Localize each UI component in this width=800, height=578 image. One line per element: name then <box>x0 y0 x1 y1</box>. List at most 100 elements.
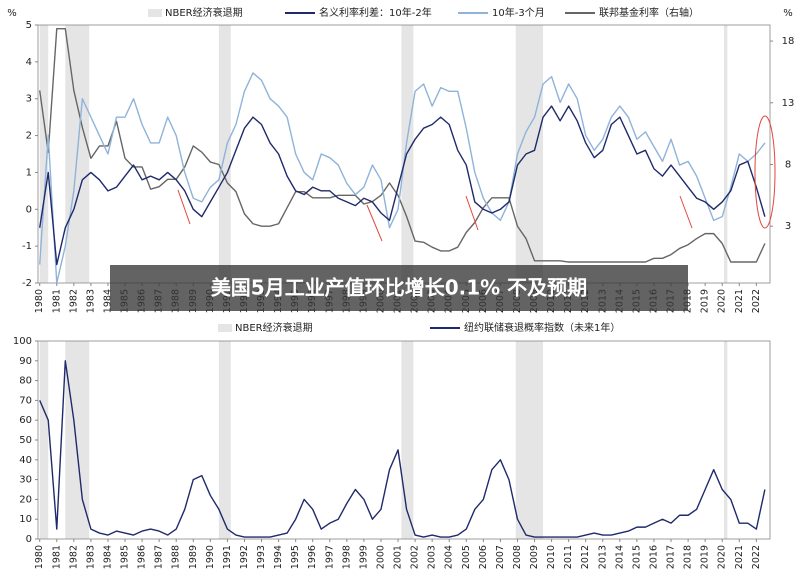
x-tick-label: 2019 <box>700 289 711 313</box>
x-tick-label: 1981 <box>51 289 62 313</box>
x-tick-label: 1995 <box>290 545 301 569</box>
x-tick-label: 1983 <box>85 289 96 313</box>
arrow <box>177 189 191 225</box>
x-tick-label: 1980 <box>34 289 45 313</box>
legend-label: 10年-3个月 <box>492 6 545 19</box>
x-tick-label: 1987 <box>154 545 165 569</box>
x-tick-label: 1994 <box>273 545 284 569</box>
x-tick-label: 2014 <box>614 545 625 569</box>
x-tick-label: 1991 <box>222 545 233 569</box>
x-tick-label: 1982 <box>68 289 79 313</box>
series-line <box>39 360 766 538</box>
y-tick-label: 50 <box>19 435 32 446</box>
x-tick-label: 1981 <box>51 545 62 569</box>
x-tick-label: 2008 <box>512 545 523 569</box>
x-tick-label: 2017 <box>666 545 677 569</box>
series-line <box>39 105 766 266</box>
x-tick-label: 1982 <box>68 545 79 569</box>
y-tick-label: 4 <box>26 57 32 68</box>
x-tick-label: 2013 <box>597 545 608 569</box>
y2-tick-label: 8 <box>785 159 791 170</box>
x-tick-label: 1984 <box>102 289 113 313</box>
arrow <box>465 195 479 231</box>
x-tick-label: 2007 <box>495 545 506 569</box>
x-tick-label: 2022 <box>751 289 762 313</box>
y-tick-label: -2 <box>22 278 32 289</box>
x-tick-label: 2022 <box>751 545 762 569</box>
recession-band <box>218 341 231 539</box>
y-tick-label: 2 <box>26 131 32 142</box>
series-group <box>39 360 766 538</box>
x-tick-label: 1989 <box>188 545 199 569</box>
y-tick-label: 0 <box>26 534 32 545</box>
x-tick-label: 2015 <box>631 545 642 569</box>
x-tick-label: 2004 <box>444 545 455 569</box>
y-tick-label: 10 <box>19 514 32 525</box>
x-tick-label: 2021 <box>734 289 745 313</box>
x-tick-label: 1980 <box>34 545 45 569</box>
y-tick-label: 20 <box>19 494 32 505</box>
recession-band <box>723 341 728 539</box>
headline-banner <box>110 265 688 311</box>
highlight-ellipse <box>754 115 776 229</box>
chart: 0 10 20 30 40 50 60 70 80 90 100 1980 1981 1982 1983 19… <box>13 321 771 569</box>
x-tick-label: 1996 <box>307 545 318 569</box>
y-tick-label: 40 <box>19 455 32 466</box>
legend-swatch <box>148 9 162 17</box>
recession-band <box>401 25 414 283</box>
headline: 美国5月工业产值环比增长0.1% 不及预期 <box>211 276 587 300</box>
y-tick-label: 30 <box>19 475 32 486</box>
x-tick-label: 1992 <box>239 545 250 569</box>
recession-band <box>39 25 49 283</box>
y-tick-label: 90 <box>19 356 32 367</box>
series-line <box>39 72 766 283</box>
x-tick-label: 2009 <box>529 545 540 569</box>
x-tick-label: 1998 <box>341 545 352 569</box>
y-tick-label: 100 <box>13 336 32 347</box>
legend: NBER经济衰退期 名义利率利差：10年-2年 10年-3个月 联邦基金利率（右轴） <box>148 6 699 19</box>
arrow <box>679 195 693 229</box>
x-tick-label: 2021 <box>734 545 745 569</box>
y-tick-label: 80 <box>19 376 32 387</box>
legend-swatch <box>218 324 232 332</box>
x-tick-label: 1986 <box>137 545 148 569</box>
x-tick-label: 2006 <box>478 545 489 569</box>
x-tick-label: 1999 <box>358 545 369 569</box>
x-tick-label: 2016 <box>648 545 659 569</box>
legend-label: 联邦基金利率（右轴） <box>599 6 699 19</box>
x-tick-label: 2010 <box>546 545 557 569</box>
y-tick-label: 3 <box>26 94 32 105</box>
recession-band <box>401 341 414 539</box>
x-tick-label: 2018 <box>683 289 694 313</box>
legend-label: NBER经济衰退期 <box>165 6 243 19</box>
x-tick-label: 1988 <box>171 545 182 569</box>
x-tick-label: 2012 <box>580 545 591 569</box>
legend: NBER经济衰退期 纽约联储衰退概率指数（未来1年） <box>218 321 620 334</box>
x-tick-label: 2003 <box>427 545 438 569</box>
legend-label: 纽约联储衰退概率指数（未来1年） <box>464 321 620 334</box>
x-tick-label: 2018 <box>683 545 694 569</box>
x-tick-label: 1985 <box>120 545 131 569</box>
x-tick-label: 2011 <box>563 545 574 569</box>
y-tick-label: 0 <box>26 204 32 215</box>
legend-label: NBER经济衰退期 <box>235 321 313 334</box>
y-tick-label: -1 <box>22 241 32 252</box>
recession-band <box>723 25 728 283</box>
x-tick-label: 2002 <box>410 545 421 569</box>
y-unit-label: % <box>7 8 17 19</box>
x-tick-label: 2019 <box>700 545 711 569</box>
x-tick-label: 2001 <box>393 545 404 569</box>
series-group <box>39 28 766 283</box>
y2-tick-label: 3 <box>785 221 791 232</box>
annotations <box>177 115 776 242</box>
x-tick-label: 1983 <box>85 545 96 569</box>
y2-tick-label: 18 <box>782 36 795 47</box>
y-tick-label: 5 <box>26 20 32 31</box>
recession-band <box>515 25 544 283</box>
x-tick-label: 1984 <box>102 545 113 569</box>
recession-band <box>65 341 90 539</box>
x-tick-label: 1997 <box>324 545 335 569</box>
x-tick-label: 2020 <box>717 289 728 313</box>
arrow <box>366 204 383 242</box>
